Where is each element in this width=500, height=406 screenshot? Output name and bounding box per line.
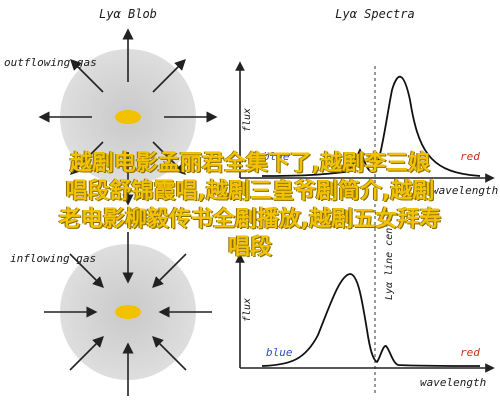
overlay-line: 老电影柳毅传书全剧播放,越剧五女拜寿 — [58, 207, 442, 232]
outflow-spectrum-line — [261, 76, 481, 177]
line-center-label: Lyα line center — [384, 210, 395, 300]
arrow-icon — [152, 59, 186, 93]
overlay-line: 越剧电影孟丽君全集下了,越剧李三娘 — [69, 151, 431, 176]
inflow-spectrum-line — [261, 273, 481, 367]
arrow-icon — [152, 336, 187, 371]
outflowing-gas-label: outflowing gas — [4, 56, 97, 69]
arrow-icon — [70, 141, 104, 175]
red-label: red — [460, 150, 480, 163]
left-panel-title: Lyα Blob — [99, 7, 157, 21]
overlay-line: 唱段舒锦霞唱,越剧三皇爷剧简介,越剧 — [65, 179, 435, 204]
blue-label: blue — [266, 346, 293, 359]
arrow-icon — [69, 336, 104, 371]
wavelength-label: wavelength — [432, 184, 498, 197]
yellow-ellipse-icon — [115, 110, 141, 124]
outflow-blob — [38, 28, 218, 206]
arrow-icon — [70, 59, 104, 93]
overlay-line: 唱段 — [227, 235, 272, 260]
flux-label: flux — [242, 298, 253, 322]
top-spectrum: flux blue red wavelength — [235, 61, 498, 197]
flux-label: flux — [242, 108, 253, 132]
blue-label: blue — [263, 150, 290, 163]
inflow-blob — [44, 232, 212, 396]
arrow-icon — [152, 141, 186, 175]
yellow-ellipse-icon — [115, 305, 141, 319]
arrow-icon — [152, 253, 187, 288]
wavelength-label: wavelength — [420, 376, 486, 389]
bottom-spectrum: flux blue red wavelength — [235, 253, 495, 389]
red-label: red — [460, 346, 480, 359]
overlay-caption: 越剧电影孟丽君全集下了,越剧李三娘 唱段舒锦霞唱,越剧三皇爷剧简介,越剧 老电影… — [0, 150, 500, 262]
inflowing-gas-label: inflowing gas — [10, 252, 96, 265]
right-panel-title: Lyα Spectra — [335, 7, 414, 21]
arrow-icon — [69, 253, 104, 288]
